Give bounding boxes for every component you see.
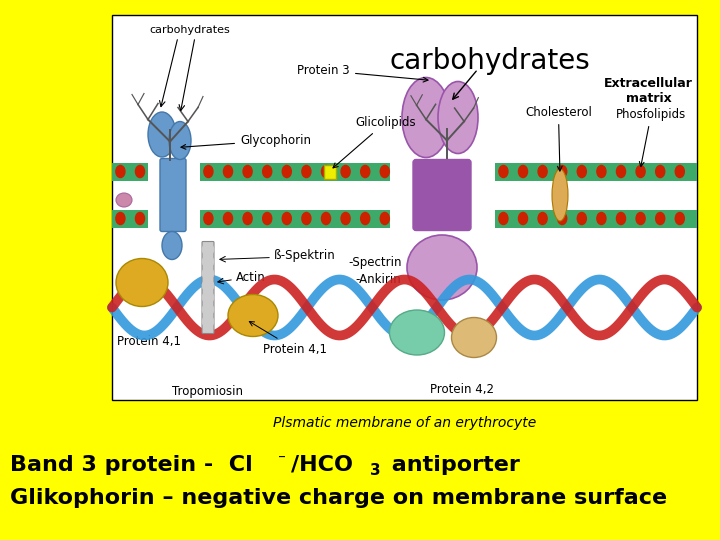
Ellipse shape	[537, 165, 548, 178]
Text: antiporter: antiporter	[384, 455, 520, 475]
Bar	[112, 210, 148, 227]
Ellipse shape	[341, 165, 351, 178]
Ellipse shape	[341, 212, 351, 225]
Ellipse shape	[116, 193, 132, 207]
Text: Phosfolipids: Phosfolipids	[616, 108, 686, 166]
Ellipse shape	[203, 165, 214, 178]
FancyBboxPatch shape	[202, 241, 214, 334]
Ellipse shape	[262, 212, 272, 225]
Ellipse shape	[148, 112, 176, 157]
Ellipse shape	[162, 232, 182, 260]
Ellipse shape	[301, 212, 312, 225]
Ellipse shape	[577, 212, 587, 225]
Text: Protein 3: Protein 3	[297, 64, 428, 82]
Ellipse shape	[379, 212, 390, 225]
Text: Protein 4,2: Protein 4,2	[430, 382, 494, 395]
Ellipse shape	[438, 82, 478, 153]
FancyBboxPatch shape	[160, 159, 186, 232]
Bar	[495, 210, 697, 227]
Ellipse shape	[360, 165, 371, 178]
Bar	[200, 163, 390, 180]
Ellipse shape	[360, 212, 371, 225]
Ellipse shape	[635, 165, 646, 178]
Text: Actin: Actin	[236, 271, 266, 284]
Ellipse shape	[116, 259, 168, 307]
Ellipse shape	[557, 212, 567, 225]
Circle shape	[202, 303, 214, 315]
Circle shape	[202, 292, 214, 303]
Ellipse shape	[518, 212, 528, 225]
Text: Cholesterol: Cholesterol	[525, 106, 592, 171]
Text: carbohydrates: carbohydrates	[390, 47, 590, 75]
Text: Band 3 protein -  Cl: Band 3 protein - Cl	[10, 455, 253, 475]
Ellipse shape	[115, 165, 126, 178]
Text: ß-Spektrin: ß-Spektrin	[274, 249, 336, 262]
Ellipse shape	[222, 212, 233, 225]
Ellipse shape	[451, 318, 497, 357]
Ellipse shape	[552, 169, 568, 221]
Ellipse shape	[498, 165, 508, 178]
Ellipse shape	[262, 165, 272, 178]
Ellipse shape	[498, 212, 508, 225]
Ellipse shape	[301, 165, 312, 178]
Text: Plsmatic membrane of an erythrocyte: Plsmatic membrane of an erythrocyte	[273, 416, 536, 430]
Ellipse shape	[577, 165, 587, 178]
Ellipse shape	[135, 165, 145, 178]
Ellipse shape	[390, 310, 444, 355]
Text: ⁻: ⁻	[278, 453, 286, 468]
Text: Extracellular
matrix: Extracellular matrix	[604, 77, 693, 105]
Ellipse shape	[655, 165, 665, 178]
Ellipse shape	[135, 212, 145, 225]
Bar	[112, 163, 148, 180]
Ellipse shape	[616, 165, 626, 178]
Text: Tropomiosin: Tropomiosin	[173, 385, 243, 398]
FancyBboxPatch shape	[413, 159, 471, 231]
Ellipse shape	[557, 165, 567, 178]
Ellipse shape	[282, 212, 292, 225]
Text: Protein 4,1: Protein 4,1	[117, 335, 181, 348]
Ellipse shape	[320, 212, 331, 225]
Ellipse shape	[243, 212, 253, 225]
Ellipse shape	[596, 165, 607, 178]
Ellipse shape	[379, 165, 390, 178]
Bar	[200, 210, 390, 227]
Ellipse shape	[655, 212, 665, 225]
Ellipse shape	[596, 212, 607, 225]
Text: Protein 4,1: Protein 4,1	[249, 321, 327, 355]
Ellipse shape	[243, 165, 253, 178]
Ellipse shape	[402, 78, 450, 158]
Circle shape	[202, 255, 214, 267]
Circle shape	[202, 280, 214, 292]
Ellipse shape	[282, 165, 292, 178]
Ellipse shape	[675, 212, 685, 225]
Ellipse shape	[222, 165, 233, 178]
Text: -Spectrin: -Spectrin	[348, 256, 402, 269]
Ellipse shape	[675, 165, 685, 178]
Text: Glikophorin – negative charge on membrane surface: Glikophorin – negative charge on membran…	[10, 488, 667, 508]
Circle shape	[202, 244, 214, 255]
Bar	[495, 163, 697, 180]
Text: Glicolipids: Glicolipids	[333, 116, 415, 168]
Text: -Ankirin: -Ankirin	[355, 273, 401, 286]
Ellipse shape	[203, 212, 214, 225]
Text: 3: 3	[370, 463, 381, 478]
Ellipse shape	[228, 294, 278, 336]
Ellipse shape	[407, 235, 477, 300]
Ellipse shape	[635, 212, 646, 225]
Bar	[112, 15, 697, 400]
Text: /HCO: /HCO	[291, 455, 353, 475]
Text: carbohydrates: carbohydrates	[150, 25, 230, 35]
Ellipse shape	[537, 212, 548, 225]
Ellipse shape	[320, 165, 331, 178]
Ellipse shape	[518, 165, 528, 178]
Circle shape	[202, 267, 214, 280]
Ellipse shape	[616, 212, 626, 225]
Circle shape	[202, 315, 214, 327]
Ellipse shape	[169, 122, 191, 159]
Text: Glycophorin: Glycophorin	[181, 134, 311, 149]
Bar	[324, 165, 336, 179]
Ellipse shape	[115, 212, 126, 225]
